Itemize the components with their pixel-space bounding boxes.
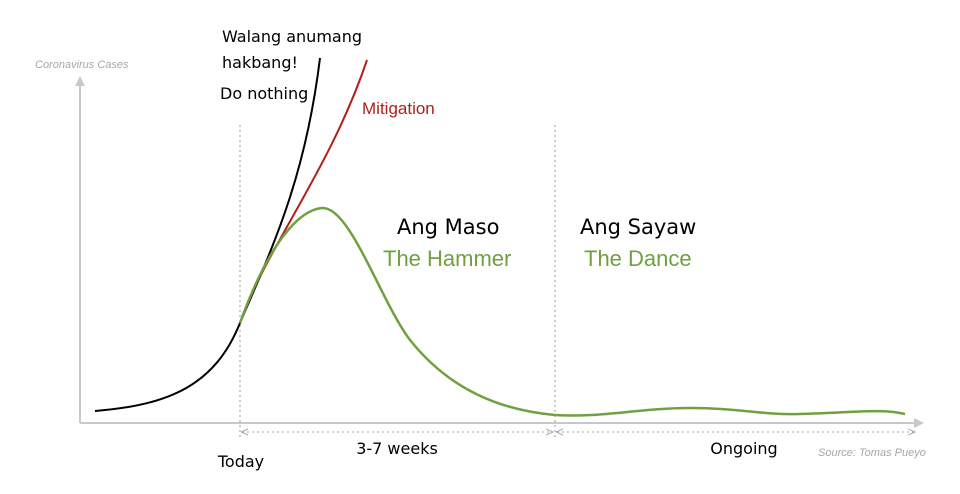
dance-tagalog: Ang Sayaw — [580, 215, 696, 239]
do-nothing-tagalog: hakbang! — [222, 53, 298, 72]
do-nothing-curve — [94, 57, 321, 412]
do-nothing-tagalog: Walang anumang — [222, 27, 362, 46]
dance-label: The Dance — [584, 246, 692, 271]
hammer-dance-curve — [238, 206, 906, 417]
today-label: Today — [217, 452, 264, 471]
hammer-label: The Hammer — [383, 246, 511, 271]
y-axis-label: Coronavirus Cases — [35, 59, 129, 71]
source: Source: Tomas Pueyo — [818, 447, 926, 459]
mitigation-label: Mitigation — [362, 99, 435, 118]
hammer-tagalog: Ang Maso — [397, 215, 499, 239]
dance-duration: Ongoing — [710, 439, 777, 458]
do-nothing-label: Do nothing — [220, 84, 308, 103]
hammer-duration: 3-7 weeks — [356, 439, 438, 458]
